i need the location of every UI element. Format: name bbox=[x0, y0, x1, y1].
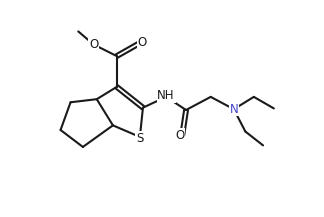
Text: O: O bbox=[138, 36, 147, 49]
Text: O: O bbox=[175, 129, 185, 142]
Text: O: O bbox=[89, 38, 98, 51]
Text: N: N bbox=[229, 103, 238, 116]
Text: S: S bbox=[136, 132, 144, 145]
Text: NH: NH bbox=[157, 89, 175, 102]
